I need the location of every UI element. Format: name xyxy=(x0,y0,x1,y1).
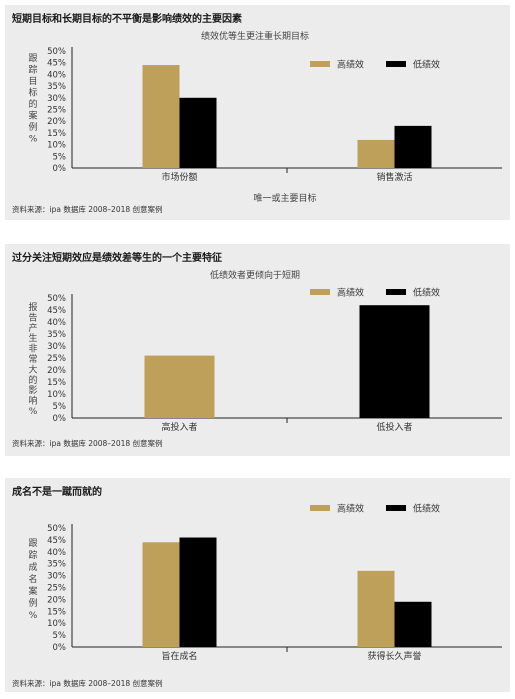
bar-low xyxy=(394,125,432,168)
x-tick-label: 获得长久声誉 xyxy=(367,650,421,662)
bar-high xyxy=(142,65,180,168)
y-tick-label: 20% xyxy=(47,595,66,605)
y-axis-label: 跟踪目标的案例% xyxy=(28,53,37,145)
chart-svg: 高绩效 低绩效 0% 5% 10% 15% 20%25% 30% 35% 40% 45% 50% 跟踪成… xyxy=(28,503,502,662)
y-tick-label: 30% xyxy=(47,572,66,582)
legend-swatch xyxy=(386,289,406,295)
y-tick-label: 25% xyxy=(47,354,66,364)
y-tick-label: 45% xyxy=(47,536,66,546)
y-tick-label: 15% xyxy=(47,378,66,388)
y-tick-label: 5% xyxy=(53,402,67,412)
chart-source: 资料来源：ipa 数据库 2008–2018 创意案例 xyxy=(12,439,163,448)
y-tick-label: 25% xyxy=(47,584,66,594)
legend-swatch xyxy=(386,61,406,67)
y-tick-label: 35% xyxy=(47,560,66,570)
x-tick-label: 销售激活 xyxy=(376,171,412,183)
x-tick-label: 旨在成名 xyxy=(161,650,197,662)
legend-swatch xyxy=(310,61,330,67)
legend-label: 低绩效 xyxy=(413,503,440,515)
legend-label: 低绩效 xyxy=(413,59,440,71)
y-tick-label: 50% xyxy=(47,294,66,304)
x-tick-label: 市场份额 xyxy=(161,171,197,183)
y-tick-label: 10% xyxy=(47,390,66,400)
y-axis-label: 报告产生非常大的影响% xyxy=(28,301,37,417)
y-tick-label: 45% xyxy=(47,59,66,69)
y-tick-label: 50% xyxy=(47,47,66,57)
bar-high xyxy=(144,355,215,418)
bar-low xyxy=(359,305,430,418)
y-tick-label: 10% xyxy=(47,619,66,629)
y-tick-label: 20% xyxy=(47,117,66,127)
chart-panel-1: 短期目标和长期目标的不平衡是影响绩效的主要因素 绩效优等生更注重长期目标高绩效 低… xyxy=(5,5,510,220)
bar-low xyxy=(394,601,432,647)
chart-panel-3: 成名不是一蹴而就的 高绩效 低绩效 0% 5% 10% 15% 20% 25% 30% 35% 40… xyxy=(5,478,510,692)
y-tick-label: 30% xyxy=(47,342,66,352)
bar-high xyxy=(357,139,395,168)
bar-high xyxy=(142,542,180,647)
chart-panel-2: 过分关注短期效应是绩效差等生的一个主要特征 低绩效者更倾向于短期高绩效 低绩效 0%… xyxy=(5,244,510,456)
legend-label: 高绩效 xyxy=(337,287,364,299)
chart-title: 短期目标和长期目标的不平衡是影响绩效的主要因素 xyxy=(12,14,242,25)
x-tick-label: 高投入者 xyxy=(161,421,197,433)
y-tick-label: 25% xyxy=(47,106,66,116)
legend-swatch xyxy=(386,505,406,511)
y-tick-label: 40% xyxy=(47,548,66,558)
legend-swatch xyxy=(310,505,330,511)
y-tick-label: 40% xyxy=(47,318,66,328)
y-tick-label: 10% xyxy=(47,141,66,151)
y-axis-label: 跟踪成名案例% xyxy=(28,538,37,621)
legend-label: 高绩效 xyxy=(337,503,364,515)
x-tick-label: 低投入者 xyxy=(376,421,412,433)
y-tick-label: 20% xyxy=(47,366,66,376)
y-tick-label: 35% xyxy=(47,82,66,92)
legend-label: 低绩效 xyxy=(413,287,440,299)
y-tick-label: 45% xyxy=(47,306,66,316)
y-tick-label: 40% xyxy=(47,70,66,80)
bar-low xyxy=(179,537,217,647)
chart-subtitle: 绩效优等生更注重长期目标 xyxy=(201,30,309,42)
chart-source: 资料来源：ipa 数据库 2008–2018 创意案例 xyxy=(12,205,163,214)
bar-low xyxy=(179,97,217,168)
y-tick-label: 15% xyxy=(47,607,66,617)
y-tick-label: 5% xyxy=(53,631,67,641)
y-tick-label: 30% xyxy=(47,94,66,104)
y-tick-label: 5% xyxy=(53,152,67,162)
y-tick-label: 0% xyxy=(53,164,67,174)
chart-source: 资料来源：ipa 数据库 2008–2018 创意案例 xyxy=(12,679,163,688)
chart-title: 成名不是一蹴而就的 xyxy=(12,487,102,498)
bar-high xyxy=(357,570,395,647)
legend-swatch xyxy=(310,289,330,295)
y-tick-label: 0% xyxy=(53,414,67,424)
x-axis-label: 唯一或主要目标 xyxy=(253,192,316,204)
legend-label: 高绩效 xyxy=(337,59,364,71)
chart-title: 过分关注短期效应是绩效差等生的一个主要特征 xyxy=(12,253,222,264)
chart-subtitle: 低绩效者更倾向于短期 xyxy=(210,269,300,281)
y-tick-label: 50% xyxy=(47,524,66,534)
y-tick-label: 15% xyxy=(47,129,66,139)
y-tick-label: 35% xyxy=(47,330,66,340)
y-tick-label: 0% xyxy=(53,643,67,653)
